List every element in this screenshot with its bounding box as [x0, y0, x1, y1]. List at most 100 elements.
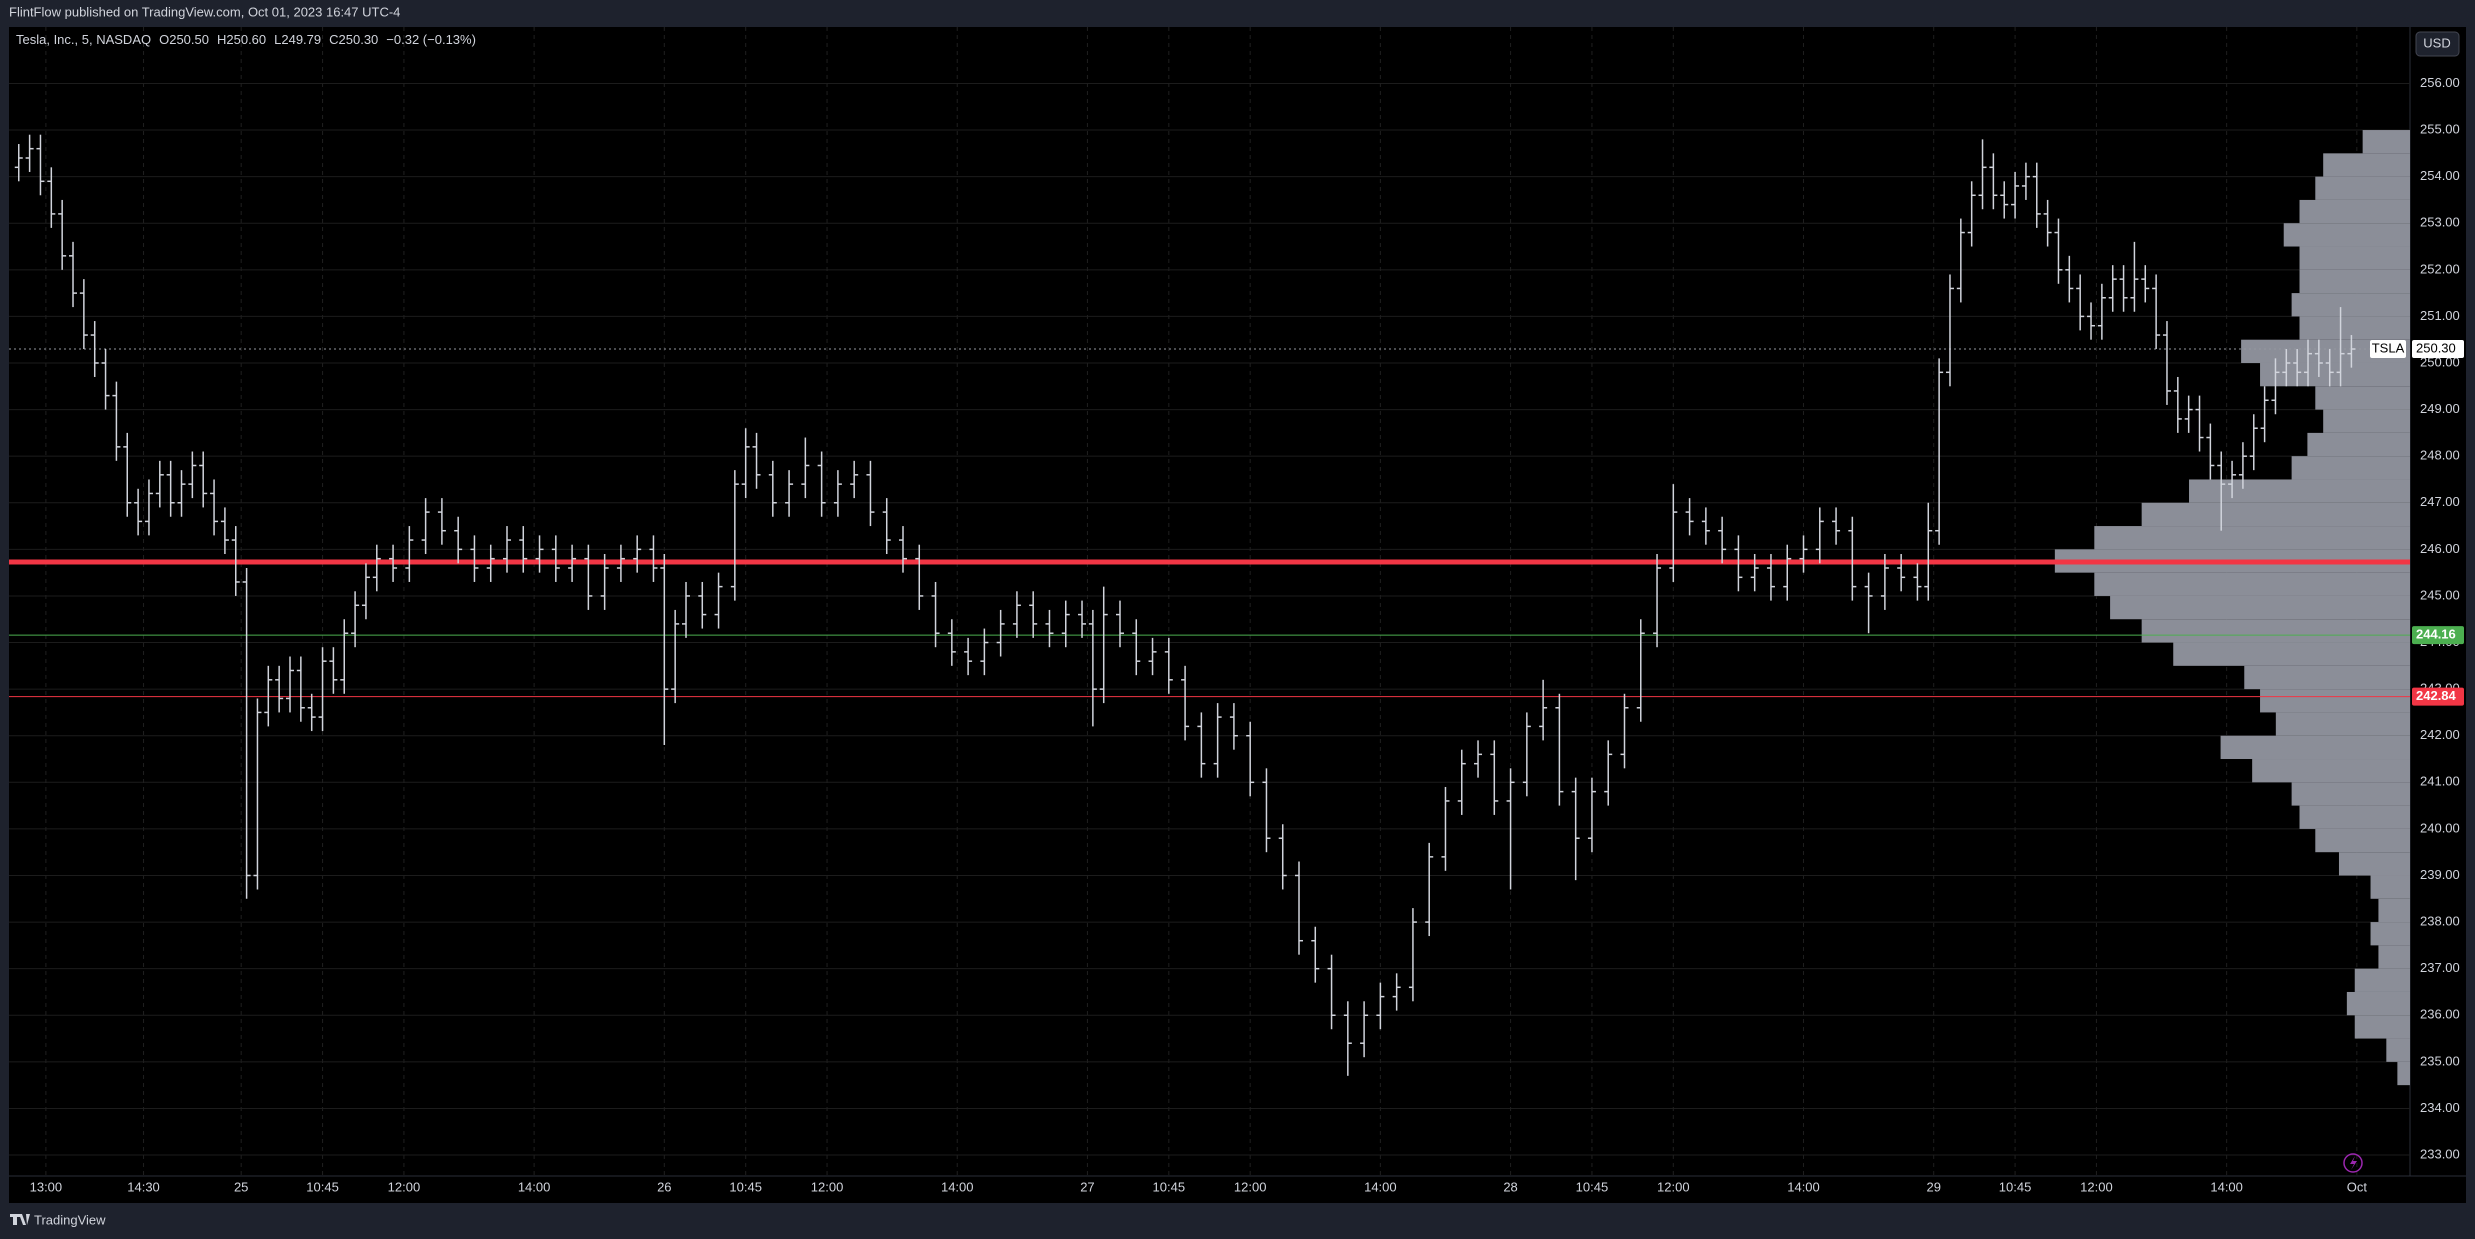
x-tick-label: 26 [657, 1179, 671, 1194]
volume-profile-bar [2299, 805, 2410, 829]
volume-profile-bar [2275, 712, 2410, 736]
ohlc-low: L249.79 [274, 32, 321, 47]
y-tick-label: 235.00 [2420, 1053, 2460, 1068]
volume-profile-bar [2260, 689, 2410, 713]
volume-profile-bar [2354, 1015, 2410, 1039]
level-badge-label: 244.16 [2416, 627, 2456, 642]
brand-logo [10, 1214, 30, 1225]
volume-profile-bar [2244, 665, 2410, 690]
x-tick-label: 14:30 [127, 1179, 160, 1194]
y-tick-label: 255.00 [2420, 121, 2460, 136]
y-tick-label: 236.00 [2420, 1007, 2460, 1022]
ohlc-change: −0.32 (−0.13%) [386, 32, 476, 47]
publisher-line: FlintFlow published on TradingView.com, … [9, 4, 400, 19]
symbol-info: Tesla, Inc., 5, NASDAQ [16, 32, 151, 47]
volume-profile-bar [2354, 968, 2410, 992]
plot: 233.00 234.00 235.00 236.00 237.00 238.00 239.… [9, 27, 2464, 1194]
volume-profile-bar [2094, 572, 2410, 596]
x-tick-label: 12:00 [1657, 1179, 1690, 1194]
chart-panel [9, 27, 2466, 1203]
currency-button[interactable] [2415, 31, 2460, 57]
ohlc-close: C250.30 [329, 32, 378, 47]
y-tick-label: 247.00 [2420, 494, 2460, 509]
volume-profile-bar [2323, 153, 2410, 177]
level-badge [2412, 687, 2464, 706]
y-tick-label: 245.00 [2420, 587, 2460, 602]
volume-profile-bar [2291, 293, 2410, 317]
volume-profile-bar [2241, 339, 2410, 363]
volume-profile-bar [2110, 595, 2410, 620]
volume-profile-bar [2252, 759, 2410, 783]
x-tick-label: 14:00 [518, 1179, 551, 1194]
volume-profile-bar [2386, 1038, 2410, 1062]
volume-profile-bar [2173, 642, 2410, 666]
volume-profile-bar [2189, 479, 2410, 503]
y-tick-label: 240.00 [2420, 820, 2460, 835]
volume-profile-bar [2283, 223, 2410, 247]
last-price-label: 250.30 [2416, 340, 2456, 355]
volume-profile-bar [2315, 828, 2410, 853]
x-tick-label: 25 [234, 1179, 248, 1194]
volume-profile-bar [2299, 316, 2410, 340]
x-tick-label: 12:00 [2080, 1179, 2113, 1194]
ohlc-high: H250.60 [217, 32, 266, 47]
y-tick-label: 246.00 [2420, 541, 2460, 556]
y-tick-label: 233.00 [2420, 1146, 2460, 1161]
y-tick-label: 249.00 [2420, 401, 2460, 416]
y-tick-label: 253.00 [2420, 215, 2460, 230]
x-tick-label: 10:45 [1999, 1179, 2032, 1194]
volume-profile-bar [2291, 782, 2410, 806]
x-tick-label: Oct [2347, 1179, 2368, 1194]
x-tick-label: 14:00 [1364, 1179, 1397, 1194]
volume-profile-bar [2260, 362, 2410, 387]
brand: TradingView [34, 1212, 106, 1227]
y-tick-label: 252.00 [2420, 261, 2460, 276]
volume-profile-bar [2378, 898, 2410, 923]
x-tick-label: 12:00 [388, 1179, 421, 1194]
lightning-icon[interactable] [2343, 1153, 2363, 1173]
y-tick-label: 242.00 [2420, 727, 2460, 742]
currency[interactable]: USD [2423, 35, 2450, 50]
lightning-glyph [2350, 1156, 2357, 1170]
level-badge [2412, 626, 2464, 645]
volume-profile-bar [2346, 991, 2410, 1016]
y-tick-label: 256.00 [2420, 75, 2460, 90]
volume-profile-bar [2323, 409, 2410, 433]
volume-profile-bar [2338, 852, 2410, 876]
volume-profile-bar [2378, 945, 2410, 969]
x-tick-label: 14:00 [941, 1179, 974, 1194]
x-tick-label: 10:45 [1153, 1179, 1186, 1194]
volume-profile-bar [2370, 922, 2410, 946]
volume-profile-bar [2397, 1061, 2410, 1086]
volume-profile-bar [2362, 130, 2410, 154]
volume-profile-bar [2141, 619, 2410, 643]
x-tick-label: 14:00 [1787, 1179, 1820, 1194]
volume-profile-bar [2291, 456, 2410, 480]
y-tick-label: 234.00 [2420, 1100, 2460, 1115]
volume-profile-bar [2220, 735, 2410, 760]
volume-profile-bar [2315, 386, 2410, 410]
x-tick-label: 29 [1926, 1179, 1940, 1194]
ohlc-open: O250.50 [159, 32, 209, 47]
volume-profile-bar [2141, 502, 2410, 527]
y-tick-label: 239.00 [2420, 867, 2460, 882]
volume-profile-bar [2315, 176, 2410, 200]
volume-profile-bar [2307, 432, 2410, 457]
x-tick-label: 28 [1503, 1179, 1517, 1194]
y-tick-label: 251.00 [2420, 308, 2460, 323]
volume-profile-bar [2370, 875, 2410, 899]
y-tick-label: 248.00 [2420, 448, 2460, 463]
symbol-header: Tesla, Inc., 5, NASDAQ O250.50 H250.60 L249… [16, 32, 476, 47]
level-badge-label: 242.84 [2416, 688, 2457, 703]
volume-profile-bar [2299, 246, 2410, 270]
y-tick-label: 238.00 [2420, 914, 2460, 929]
x-tick-label: 13:00 [30, 1179, 63, 1194]
last-price-badge [2412, 340, 2464, 359]
x-tick-label: 10:45 [1576, 1179, 1609, 1194]
y-tick-label: 241.00 [2420, 774, 2460, 789]
x-tick-label: 12:00 [811, 1179, 844, 1194]
x-tick-label: 10:45 [729, 1179, 762, 1194]
symbol-badge [2370, 340, 2406, 359]
